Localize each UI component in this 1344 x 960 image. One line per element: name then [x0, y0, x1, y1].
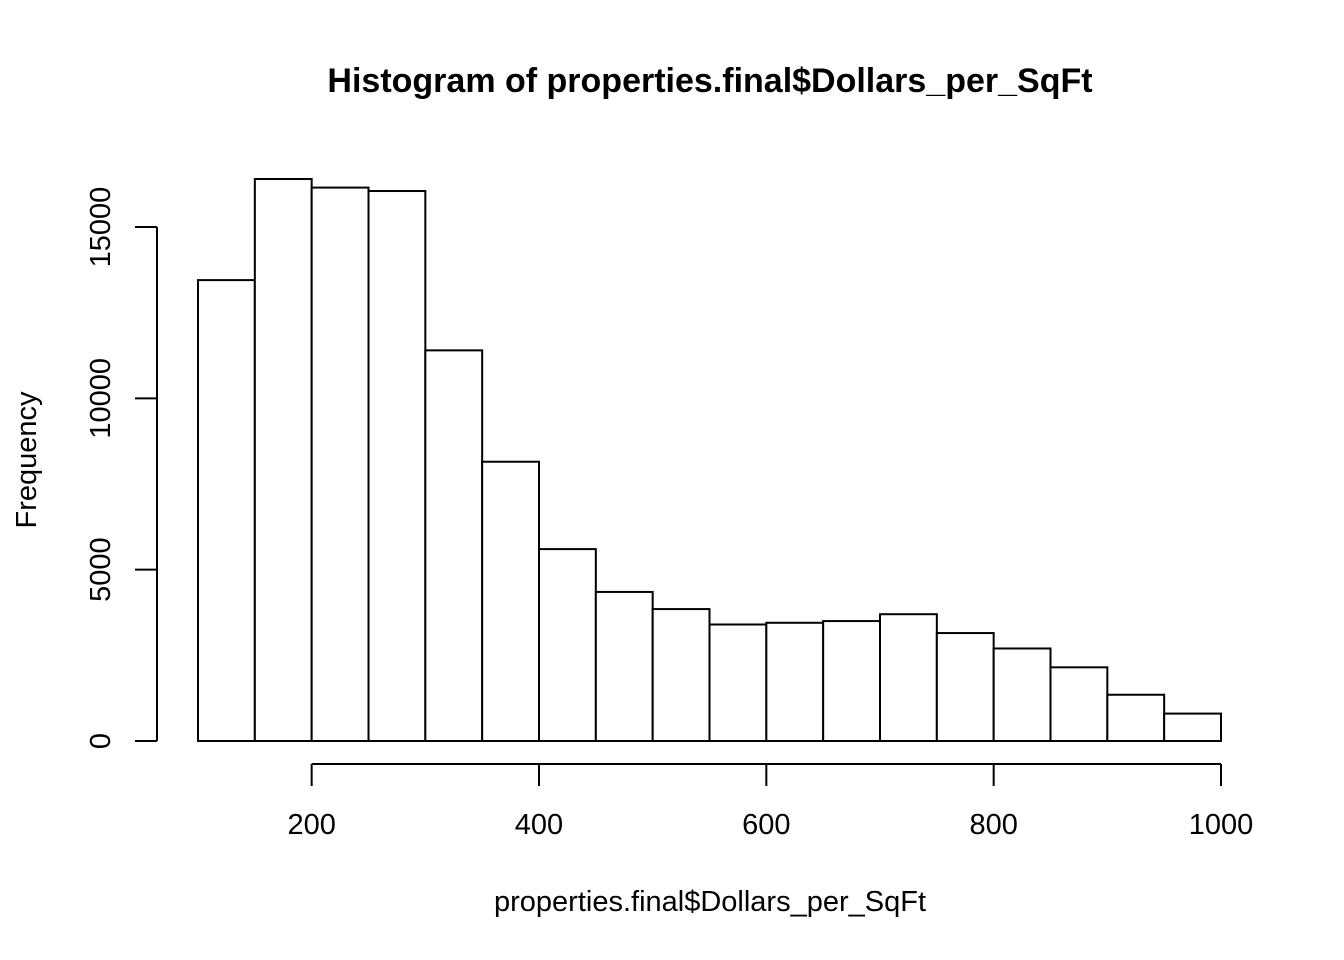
- histogram-bar-11: [822, 620, 882, 742]
- y-tick-label: 15000: [85, 187, 117, 268]
- y-axis: 0 5000 10000 15000: [85, 187, 158, 749]
- x-tick-label: 400: [515, 809, 563, 841]
- chart-title: Histogram of properties.final$Dollars_pe…: [327, 62, 1092, 100]
- histogram-bar-9: [708, 623, 768, 743]
- x-axis: 200 400 600 800 1000: [287, 763, 1254, 841]
- x-tick-label: 1000: [1189, 809, 1254, 841]
- histogram-bar-4: [424, 349, 484, 742]
- y-axis-label: Frequency: [11, 391, 43, 529]
- histogram-bar-12: [879, 613, 938, 742]
- histogram-bar-8: [651, 608, 711, 742]
- histogram-bar-15: [1049, 666, 1109, 742]
- x-tick-label: 600: [742, 809, 790, 841]
- histogram-bar-16: [1106, 693, 1166, 742]
- histogram-bar-1: [253, 178, 313, 742]
- histogram-bar-7: [594, 590, 654, 742]
- x-tick-label: 200: [287, 809, 335, 841]
- y-tick-label: 10000: [85, 358, 117, 439]
- histogram-bar-17: [1163, 712, 1222, 743]
- histogram-bar-14: [992, 647, 1052, 742]
- histogram-bar-2: [310, 186, 370, 743]
- histogram-bar-10: [765, 621, 825, 743]
- y-tick-label: 5000: [85, 537, 117, 602]
- histogram-bar-3: [367, 190, 427, 742]
- histogram-bar-0: [197, 279, 256, 742]
- x-tick-label: 800: [969, 809, 1017, 841]
- y-tick-label: 0: [85, 733, 117, 749]
- x-axis-label: properties.final$Dollars_per_SqFt: [494, 886, 926, 918]
- bars-group: [197, 178, 1222, 743]
- histogram-bar-5: [481, 460, 540, 742]
- histogram-bar-13: [935, 632, 995, 742]
- histogram-bar-6: [538, 548, 597, 743]
